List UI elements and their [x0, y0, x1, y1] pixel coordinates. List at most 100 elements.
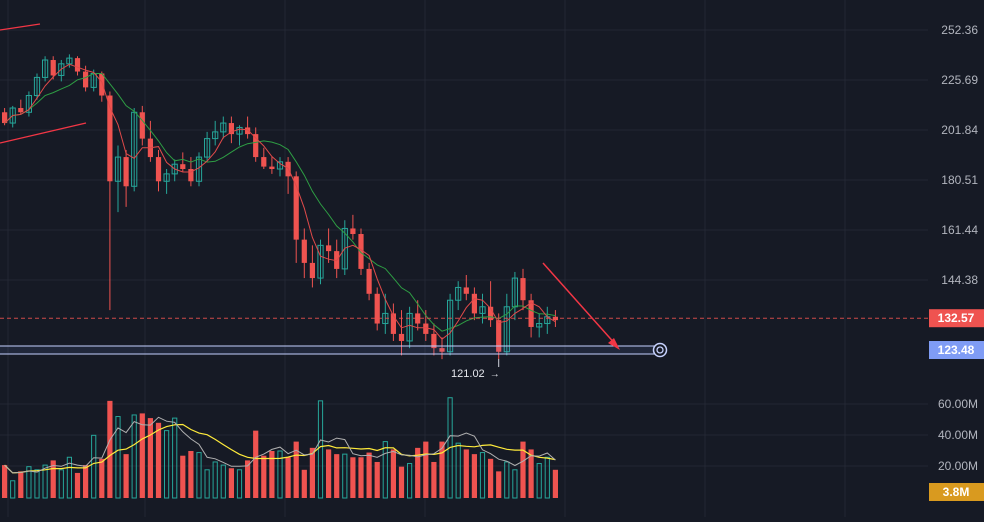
volume-bar-down — [471, 454, 477, 498]
volume-bar-up — [382, 441, 388, 499]
volume-bar-down — [374, 461, 380, 498]
grid-lines — [0, 0, 928, 517]
volume-bar-down — [188, 451, 194, 498]
candle-body-down — [463, 287, 469, 294]
trend-arrow-head — [608, 338, 620, 350]
candle-body-down — [390, 313, 396, 334]
trend-line-lower — [0, 122, 87, 144]
candle-body-up — [236, 126, 243, 135]
candle-body-down — [309, 262, 315, 279]
volume-bar-down — [496, 471, 502, 498]
candle-body-up — [131, 111, 138, 187]
volume-bar-up — [164, 430, 170, 499]
candle-body-up — [447, 299, 454, 353]
volume-axis-label: 40.00M — [938, 428, 978, 442]
volume-bar-down — [50, 460, 56, 498]
volume-bar-down — [83, 465, 89, 498]
volume-moving-averages — [4, 416, 556, 474]
volume-bar-down — [293, 441, 299, 498]
candle-body-down — [1, 112, 8, 124]
volume-bar-up — [544, 456, 550, 499]
volume-bar-up — [277, 450, 283, 499]
candle-body-down — [398, 333, 405, 341]
candle-body-down — [123, 157, 129, 187]
candle-body-down — [261, 157, 267, 167]
candle-body-down — [301, 239, 307, 263]
candle-body-down — [366, 268, 372, 294]
volume-bar-down — [139, 413, 145, 498]
candle-body-up — [536, 323, 543, 328]
volume-bar-down — [488, 458, 494, 498]
volume-bar-up — [34, 469, 40, 499]
candle-body-up — [42, 59, 49, 78]
last-price-badge-bg — [929, 309, 984, 328]
volume-bar-down — [326, 449, 332, 498]
volume-bar-up — [342, 453, 348, 499]
candle-body-down — [228, 123, 234, 135]
price-axis-label: 201.84 — [941, 123, 978, 137]
volume-bar-down — [423, 441, 429, 498]
volume-bar-down — [301, 469, 307, 498]
volume-bar-up — [455, 442, 461, 499]
volume-bar-down — [528, 449, 534, 498]
volume-bar-down — [74, 472, 81, 498]
candle-body-down — [253, 134, 259, 158]
candle-body-down — [415, 313, 421, 324]
volume-bar-down — [552, 469, 558, 498]
candle-body-up — [171, 163, 178, 175]
volume-bar-down — [398, 466, 405, 498]
volume-bar-up — [91, 434, 97, 499]
candle-body-up — [220, 122, 227, 133]
volume-bar-up — [42, 464, 48, 499]
volume-bar-up — [407, 463, 413, 499]
candle-body-up — [163, 173, 170, 182]
volume-bar-down — [228, 468, 234, 498]
low-marker-label: 121.02 — [451, 368, 485, 380]
price-axis-label: 144.38 — [941, 273, 978, 287]
support-level-drawing[interactable] — [0, 342, 668, 358]
volume-bar-up — [131, 414, 137, 499]
ma-slow-line — [4, 73, 556, 332]
volume-bar-up — [10, 480, 16, 499]
candle-body-down — [439, 348, 445, 352]
candle-body-up — [479, 306, 486, 314]
volume-bar-down — [18, 471, 24, 498]
level-handle-dot — [656, 346, 664, 354]
volume-bar-down — [390, 449, 396, 498]
candle-body-down — [326, 245, 332, 252]
candle-body-up — [503, 306, 510, 353]
candle-body-down — [423, 323, 429, 334]
volume-bar-down — [309, 447, 315, 498]
volume-bar-down — [147, 418, 153, 498]
volume-bar-up — [317, 400, 324, 499]
volume-bar-down — [431, 461, 437, 498]
candle-body-down — [74, 58, 81, 72]
candle-body-up — [25, 95, 32, 113]
candle-body-down — [269, 166, 275, 170]
level-handle — [652, 342, 668, 358]
trend-line-drawings[interactable] — [0, 23, 620, 350]
volume-ma-gray — [4, 416, 556, 474]
trend-arrow-line — [542, 262, 618, 347]
candle-body-up — [33, 76, 41, 97]
volume-bar-down — [99, 458, 105, 498]
volume-badge-text: 3.8M — [943, 485, 970, 499]
volume-bar-up — [204, 469, 210, 499]
volume-bar-down — [415, 447, 421, 498]
volume-bar-up — [196, 452, 202, 499]
volume-bar-down — [350, 457, 356, 498]
candle-body-down — [107, 95, 113, 182]
price-axis-label: 252.36 — [941, 23, 978, 37]
last-price-badge-text: 132.57 — [938, 311, 975, 325]
candle-body-down — [188, 169, 194, 182]
volume-bar-up — [212, 461, 218, 499]
volume-bar-up — [536, 463, 542, 499]
volume-bar-down — [253, 430, 259, 498]
volume-bar-up — [58, 469, 64, 499]
volume-bar-down — [358, 457, 364, 498]
candle-body-down — [431, 333, 437, 349]
volume-bar-down — [520, 441, 526, 498]
candle-body-up — [204, 138, 211, 158]
